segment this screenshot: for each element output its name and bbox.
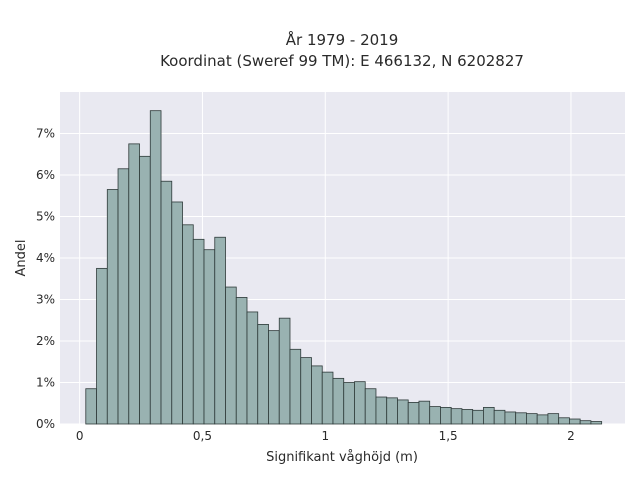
histogram-bar [407,402,420,425]
histogram-bar [536,414,549,425]
histogram-bar [85,388,97,425]
chart-subtitle: Koordinat (Sweref 99 TM): E 466132, N 62… [160,52,524,70]
histogram-bar [483,406,495,425]
histogram-bar [278,317,291,425]
y-axis-label: Andel [14,240,29,277]
histogram-bar [364,388,377,425]
histogram-bar [472,409,484,425]
x-tick-label: 1 [321,429,329,443]
bars [85,110,603,425]
histogram-bar [547,413,560,425]
histogram-bar [182,224,194,425]
histogram-bar [171,201,183,425]
y-tick-label: 2% [36,334,55,348]
y-tick-label: 1% [36,376,55,390]
histogram-bar [235,297,248,425]
y-tick-label: 5% [36,210,55,224]
histogram-bar [160,180,173,425]
histogram-bar [579,420,592,425]
histogram-bar [418,400,431,425]
histogram-bar [214,236,226,425]
y-tick-label: 7% [36,127,55,141]
histogram-bar [149,110,162,425]
x-tick-label: 0,5 [193,429,212,443]
histogram-bar [192,238,205,425]
histogram-bar [375,396,388,425]
y-axis-ticks: 0% 1% 2% 3% 4% 5% 6% 7% [36,127,55,432]
y-tick-label: 4% [36,251,55,265]
chart-title: År 1979 - 2019 [286,30,399,49]
histogram-bar [139,155,151,425]
y-tick-label: 6% [36,168,55,182]
histogram-bar [450,408,463,425]
histogram-bar [558,417,570,425]
histogram-bar [268,330,280,425]
histogram-bar [203,249,216,425]
histogram-bar [354,381,366,425]
histogram-bar [332,377,345,425]
histogram-bar [321,371,334,425]
histogram-bar [117,168,130,425]
histogram-bar [246,311,259,425]
histogram-bar [504,411,517,425]
histogram-bar [343,382,355,425]
histogram-bar [590,421,603,425]
histogram-bar [461,409,474,425]
histogram-bar [300,357,312,425]
histogram-bar [493,409,506,425]
histogram-bar [225,286,237,425]
x-tick-label: 2 [567,429,575,443]
x-axis-ticks: 0 0,5 1 1,5 2 [76,429,575,443]
histogram-bar [526,413,538,425]
x-axis-label: Signifikant våghöjd (m) [266,450,418,465]
histogram-bar [569,418,581,425]
x-tick-label: 0 [76,429,84,443]
histogram-bar [397,399,409,425]
histogram-bar [386,397,398,425]
y-tick-label: 3% [36,293,55,307]
y-tick-label: 0% [36,417,55,431]
histogram-bar [515,412,527,425]
histogram-bar [96,267,108,425]
histogram-bar [289,348,302,425]
histogram-bar [106,189,119,425]
histogram-bar [440,406,452,425]
histogram-bar [257,323,269,425]
histogram-bar [311,365,323,425]
histogram-bar [429,406,441,425]
histogram-bar [128,143,140,425]
x-tick-label: 1,5 [439,429,458,443]
